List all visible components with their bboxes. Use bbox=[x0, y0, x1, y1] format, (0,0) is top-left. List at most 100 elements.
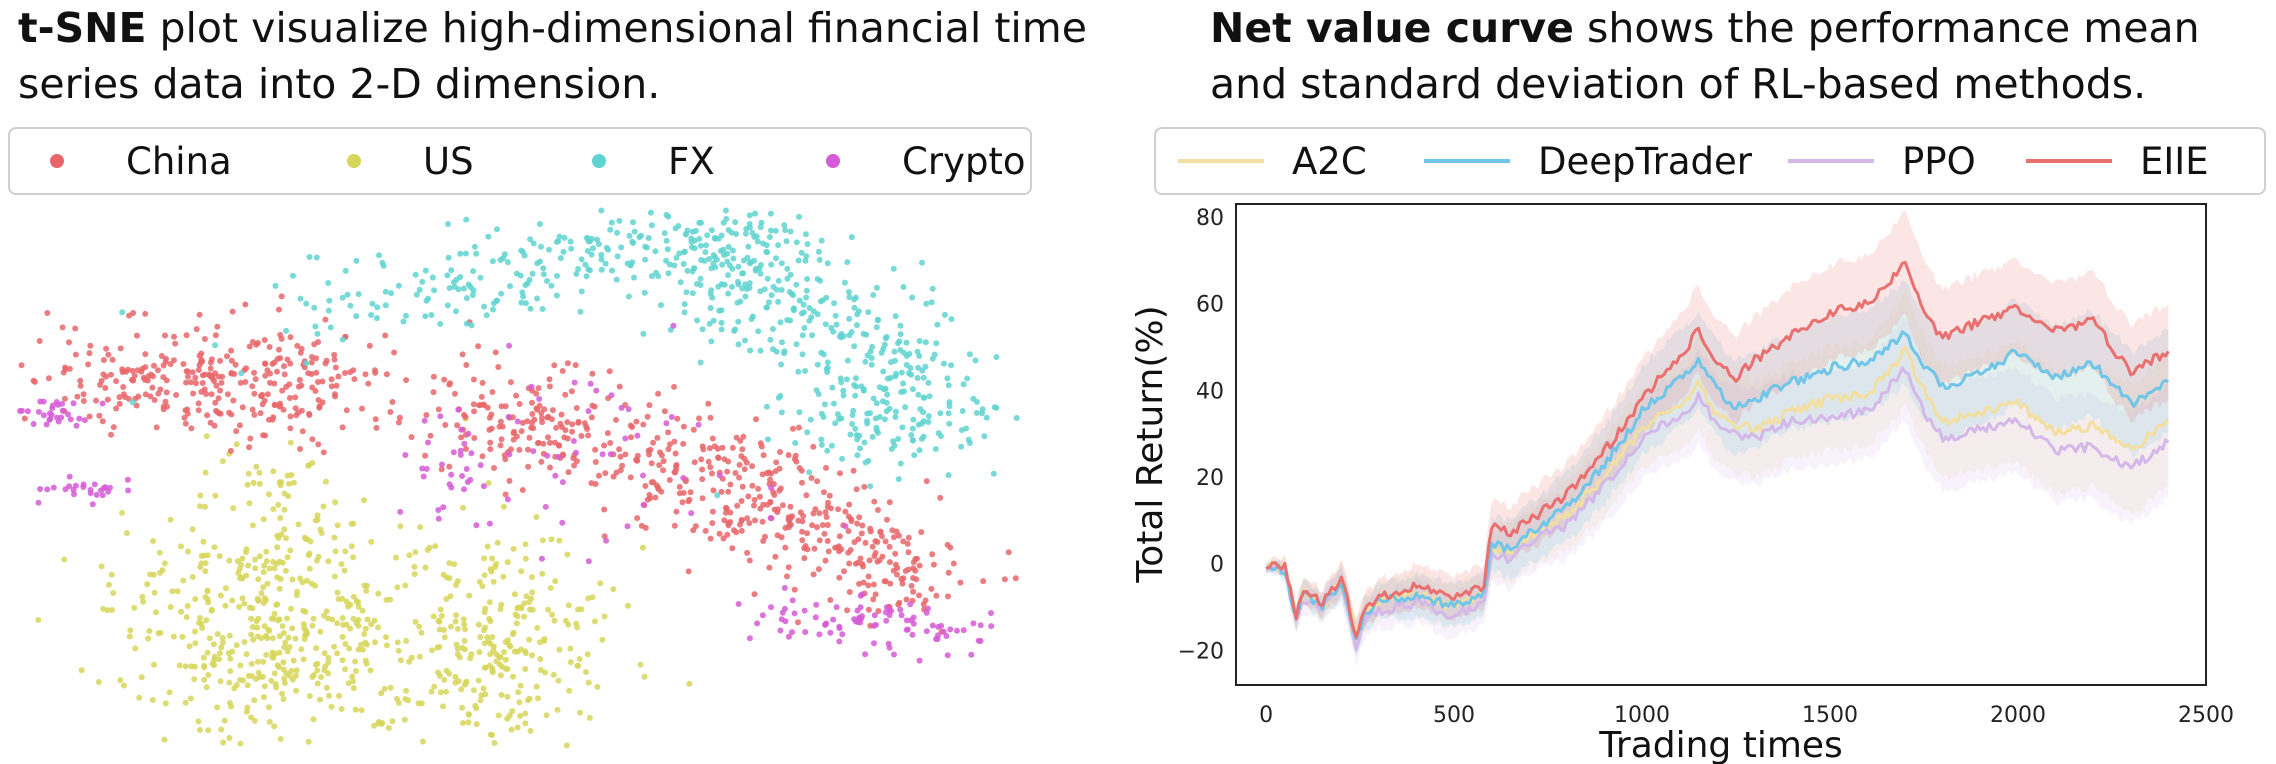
tsne-point-fx bbox=[916, 338, 923, 344]
tsne-point-fx bbox=[453, 308, 459, 315]
tsne-point-fx bbox=[675, 223, 682, 229]
tsne-point-china bbox=[811, 545, 818, 552]
tsne-point-fx bbox=[587, 238, 593, 245]
tsne-point-china bbox=[198, 356, 205, 363]
legend-label-ppo: PPO bbox=[1902, 139, 1976, 183]
tsne-point-us bbox=[454, 578, 461, 585]
tsne-point-us bbox=[452, 673, 459, 680]
tsne-point-china bbox=[736, 461, 743, 468]
tsne-point-fx bbox=[517, 272, 524, 279]
tsne-point-fx bbox=[725, 243, 732, 250]
tsne-point-fx bbox=[891, 348, 898, 355]
tsne-point-crypto bbox=[81, 417, 88, 424]
tsne-point-fx bbox=[522, 300, 529, 307]
tsne-point-china bbox=[496, 423, 503, 430]
tsne-point-china bbox=[892, 550, 899, 557]
tsne-point-china bbox=[224, 353, 230, 360]
tsne-point-china bbox=[163, 377, 170, 384]
tsne-point-china bbox=[1012, 575, 1019, 582]
tsne-point-fx bbox=[926, 393, 933, 400]
tsne-point-china bbox=[142, 310, 149, 317]
tsne-point-fx bbox=[836, 333, 843, 340]
tsne-point-us bbox=[248, 660, 255, 667]
tsne-point-china bbox=[331, 356, 338, 363]
tsne-point-us bbox=[534, 624, 541, 631]
tsne-point-fx bbox=[822, 321, 829, 328]
tsne-point-fx bbox=[804, 276, 811, 282]
y-tick-label: 80 bbox=[1196, 206, 1224, 231]
tsne-point-fx bbox=[703, 242, 710, 249]
tsne-point-us bbox=[251, 697, 258, 704]
tsne-point-us bbox=[245, 672, 252, 679]
tsne-point-us bbox=[601, 613, 608, 620]
tsne-point-china bbox=[878, 533, 885, 540]
tsne-point-us bbox=[364, 616, 371, 623]
tsne-point-china bbox=[207, 359, 214, 366]
tsne-point-fx bbox=[676, 250, 683, 257]
tsne-point-fx bbox=[848, 234, 855, 241]
tsne-point-us bbox=[151, 589, 158, 596]
tsne-point-china bbox=[227, 447, 234, 454]
tsne-point-china bbox=[755, 485, 762, 492]
tsne-point-us bbox=[249, 605, 256, 612]
tsne-point-china bbox=[809, 522, 816, 529]
tsne-point-fx bbox=[708, 227, 715, 234]
tsne-point-fx bbox=[958, 427, 965, 434]
tsne-point-crypto bbox=[954, 627, 960, 634]
tsne-point-china bbox=[66, 339, 72, 346]
tsne-point-fx bbox=[272, 282, 279, 289]
y-tick-label: 20 bbox=[1196, 466, 1224, 491]
tsne-point-us bbox=[219, 639, 226, 646]
tsne-point-us bbox=[263, 558, 270, 565]
tsne-point-fx bbox=[575, 266, 582, 272]
tsne-point-fx bbox=[374, 304, 381, 311]
tsne-point-china bbox=[271, 402, 278, 409]
tsne-point-us bbox=[255, 576, 262, 583]
tsne-point-us bbox=[265, 626, 272, 633]
tsne-point-fx bbox=[471, 243, 478, 250]
tsne-point-fx bbox=[898, 389, 905, 395]
tsne-point-crypto bbox=[929, 622, 936, 629]
tsne-point-fx bbox=[873, 427, 880, 434]
tsne-point-us bbox=[395, 700, 402, 706]
tsne-point-china bbox=[332, 364, 339, 371]
tsne-point-us bbox=[307, 538, 314, 545]
tsne-point-china bbox=[184, 406, 191, 413]
tsne-point-fx bbox=[777, 319, 784, 326]
tsne-point-fx bbox=[708, 338, 715, 345]
tsne-point-fx bbox=[598, 251, 605, 258]
tsne-point-us bbox=[347, 625, 354, 632]
tsne-point-us bbox=[394, 639, 401, 646]
tsne-point-us bbox=[323, 684, 330, 691]
tsne-point-china bbox=[246, 444, 253, 451]
tsne-point-us bbox=[487, 618, 494, 625]
tsne-point-crypto bbox=[634, 432, 641, 439]
tsne-point-china bbox=[561, 434, 568, 441]
tsne-point-fx bbox=[445, 221, 451, 227]
tsne-point-china bbox=[193, 326, 200, 333]
tsne-point-china bbox=[495, 364, 502, 370]
tsne-point-crypto bbox=[102, 484, 109, 491]
tsne-point-us bbox=[233, 441, 240, 448]
tsne-point-fx bbox=[872, 415, 879, 422]
tsne-point-china bbox=[239, 404, 246, 411]
tsne-point-us bbox=[230, 505, 237, 512]
tsne-point-us bbox=[522, 650, 529, 657]
tsne-point-fx bbox=[948, 316, 955, 323]
tsne-point-us bbox=[237, 662, 244, 669]
tsne-point-china bbox=[383, 371, 390, 378]
tsne-point-china bbox=[162, 398, 169, 405]
tsne-point-china bbox=[944, 541, 951, 548]
tsne-point-crypto bbox=[53, 399, 60, 405]
tsne-point-us bbox=[336, 692, 342, 699]
tsne-point-crypto bbox=[943, 633, 950, 639]
tsne-point-crypto bbox=[668, 414, 675, 420]
tsne-point-fx bbox=[809, 332, 816, 339]
tsne-point-us bbox=[416, 623, 423, 630]
tsne-point-us bbox=[527, 727, 534, 734]
tsne-point-fx bbox=[500, 255, 507, 262]
tsne-point-fx bbox=[849, 412, 856, 418]
tsne-point-crypto bbox=[816, 631, 823, 638]
tsne-point-china bbox=[502, 403, 509, 410]
tsne-point-china bbox=[739, 483, 746, 490]
